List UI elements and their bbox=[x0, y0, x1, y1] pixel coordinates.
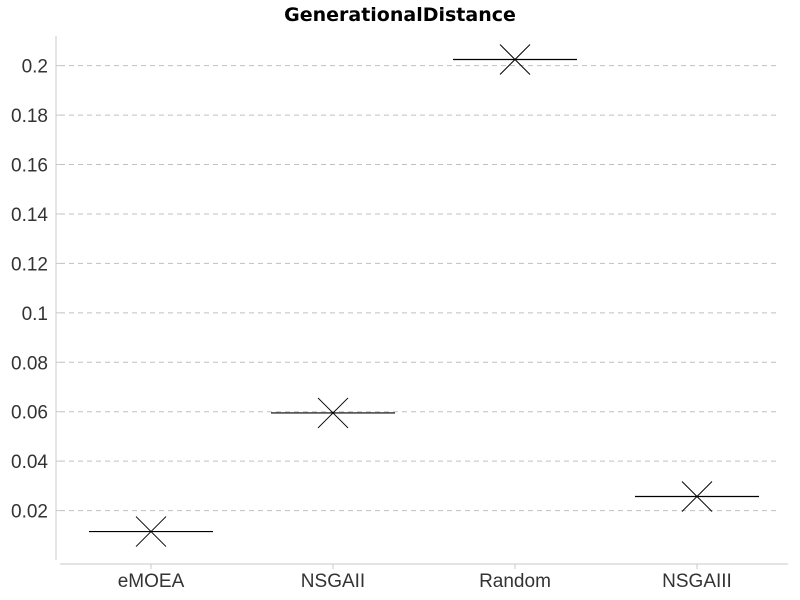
y-tick-label: 0.1 bbox=[22, 304, 48, 325]
mean-marker-emoea bbox=[135, 516, 167, 547]
grid-lines bbox=[60, 65, 780, 512]
x-tick-label: NSGAII bbox=[301, 571, 365, 592]
y-tick-label: 0.04 bbox=[11, 452, 48, 473]
y-tick-label: 0.18 bbox=[11, 106, 48, 127]
y-tick-label: 0.12 bbox=[11, 254, 48, 275]
x-axis-ticks: eMOEA NSGAII Random NSGAIII bbox=[118, 564, 732, 592]
x-tick-label: NSGAIII bbox=[662, 571, 732, 592]
y-axis-ticks: 0.02 0.04 0.06 0.08 0.1 0.12 0.14 0.16 0.18 0.2 bbox=[11, 57, 60, 523]
x-tick-label: eMOEA bbox=[118, 571, 185, 592]
y-tick-label: 0.2 bbox=[22, 57, 48, 78]
x-tick-label: Random bbox=[479, 571, 551, 592]
y-tick-label: 0.06 bbox=[11, 403, 48, 424]
y-tick-label: 0.08 bbox=[11, 353, 48, 374]
y-tick-label: 0.16 bbox=[11, 156, 48, 177]
y-tick-label: 0.02 bbox=[11, 502, 48, 523]
y-tick-label: 0.14 bbox=[11, 205, 48, 226]
mean-marker-nsgaiii bbox=[681, 481, 713, 512]
data-marks bbox=[89, 44, 759, 547]
chart-title: GenerationalDistance bbox=[284, 4, 516, 26]
mean-marker-nsgaii bbox=[317, 397, 349, 429]
axes bbox=[55, 36, 788, 565]
mean-marker-random bbox=[499, 44, 531, 75]
